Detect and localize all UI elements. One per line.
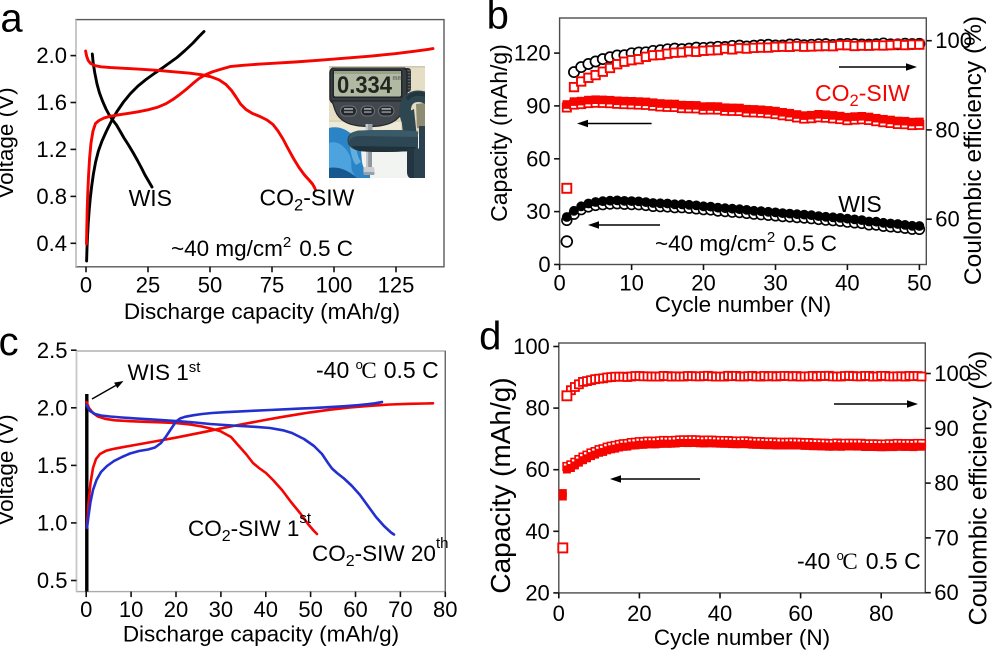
svg-text:90: 90 — [526, 93, 550, 118]
svg-text:CO2-SIW: CO2-SIW — [815, 80, 910, 110]
svg-text:Coulombic efficiency (%): Coulombic efficiency (%) — [965, 351, 993, 626]
svg-text:0.8: 0.8 — [36, 184, 67, 209]
svg-text:1.2: 1.2 — [36, 137, 67, 162]
svg-text:100: 100 — [935, 28, 972, 53]
svg-text:CO2-SIW 1st: CO2-SIW 1st — [188, 510, 312, 545]
svg-text:0: 0 — [553, 271, 565, 296]
svg-text:80: 80 — [869, 601, 893, 626]
svg-text:CO2-SIW 20th: CO2-SIW 20th — [312, 535, 448, 570]
svg-text:Discharge capacity (mAh/g): Discharge capacity (mAh/g) — [124, 299, 400, 324]
svg-text:60: 60 — [343, 597, 367, 622]
svg-text:0.4: 0.4 — [36, 231, 67, 256]
svg-text:120: 120 — [514, 41, 551, 66]
svg-text:30: 30 — [526, 199, 550, 224]
svg-text:-40 oC0.5 C: -40 oC 0.5 C — [797, 548, 921, 574]
svg-text:2.5: 2.5 — [37, 338, 68, 363]
svg-text:0.334: 0.334 — [337, 72, 393, 99]
svg-text:0: 0 — [80, 273, 92, 298]
svg-text:1.5: 1.5 — [37, 453, 68, 478]
svg-text:60: 60 — [788, 601, 812, 626]
svg-text:100: 100 — [316, 273, 353, 298]
svg-text:c: c — [0, 320, 19, 364]
svg-text:Coulombic efficiency (%): Coulombic efficiency (%) — [960, 16, 987, 285]
svg-text:2.0: 2.0 — [37, 395, 68, 420]
svg-text:0: 0 — [538, 252, 550, 277]
svg-text:50: 50 — [198, 273, 222, 298]
svg-text:1.0: 1.0 — [37, 510, 68, 535]
svg-text:mm: mm — [393, 76, 403, 82]
svg-text:b: b — [487, 0, 509, 37]
svg-text:30: 30 — [209, 597, 233, 622]
svg-text:40: 40 — [254, 597, 278, 622]
svg-text:80: 80 — [934, 471, 958, 496]
svg-text:60: 60 — [526, 146, 550, 171]
svg-text:d: d — [479, 315, 501, 359]
svg-text:20: 20 — [164, 597, 188, 622]
svg-text:Voltage (V): Voltage (V) — [0, 414, 18, 525]
svg-text:40: 40 — [708, 601, 732, 626]
svg-text:70: 70 — [934, 525, 958, 550]
svg-text:40: 40 — [835, 271, 859, 296]
svg-text:60: 60 — [935, 207, 959, 232]
svg-text:60: 60 — [934, 580, 958, 605]
svg-text:2.0: 2.0 — [36, 43, 67, 68]
svg-text:Capacity (mAh/g): Capacity (mAh/g) — [486, 44, 512, 222]
svg-text:10: 10 — [619, 271, 643, 296]
svg-text:Cycle number (N): Cycle number (N) — [654, 625, 830, 650]
svg-text:70: 70 — [388, 597, 412, 622]
svg-text:50: 50 — [907, 271, 931, 296]
svg-text:WIS: WIS — [129, 185, 172, 211]
svg-text:Discharge capacity (mAh/g): Discharge capacity (mAh/g) — [123, 622, 399, 647]
svg-text:0: 0 — [553, 601, 565, 626]
svg-text:30: 30 — [763, 271, 787, 296]
svg-text:100: 100 — [934, 361, 971, 386]
svg-text:50: 50 — [298, 597, 322, 622]
svg-text:80: 80 — [525, 396, 549, 421]
svg-text:a: a — [0, 0, 23, 41]
svg-text:1.6: 1.6 — [36, 90, 67, 115]
svg-text:0.5: 0.5 — [37, 568, 68, 593]
svg-text:20: 20 — [691, 271, 715, 296]
svg-text:90: 90 — [934, 416, 958, 441]
svg-text:80: 80 — [433, 597, 457, 622]
svg-text:40: 40 — [525, 519, 549, 544]
svg-text:80: 80 — [935, 117, 959, 142]
svg-text:0: 0 — [80, 597, 92, 622]
svg-text:75: 75 — [260, 273, 284, 298]
svg-text:Voltage (V): Voltage (V) — [0, 87, 18, 198]
svg-text:Capacity (mAh/g): Capacity (mAh/g) — [485, 377, 516, 593]
svg-text:100: 100 — [513, 334, 550, 359]
svg-text:20: 20 — [525, 580, 549, 605]
svg-text:10: 10 — [119, 597, 143, 622]
svg-text:CO2-SIW: CO2-SIW — [260, 185, 355, 215]
svg-text:25: 25 — [136, 273, 160, 298]
svg-text:60: 60 — [525, 457, 549, 482]
svg-text:WIS: WIS — [838, 191, 881, 217]
svg-text:Cycle number (N): Cycle number (N) — [655, 292, 831, 317]
svg-text:20: 20 — [627, 601, 651, 626]
svg-text:125: 125 — [378, 273, 415, 298]
